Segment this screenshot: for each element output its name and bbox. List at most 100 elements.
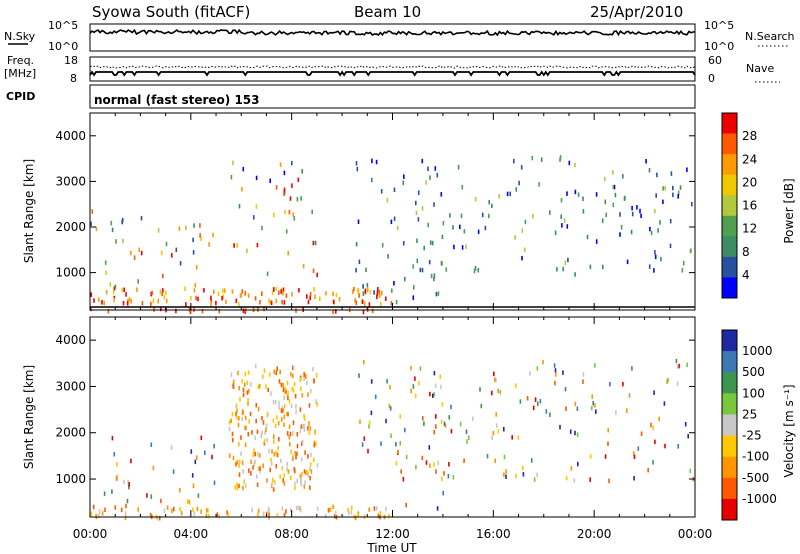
time-tick-label: 00:00: [73, 527, 108, 541]
power-cell: [269, 300, 271, 305]
power-cell: [677, 190, 680, 196]
power-cell: [513, 158, 515, 164]
velocity-cell: [300, 476, 303, 481]
velocity-cell: [273, 452, 276, 457]
power-cell: [662, 199, 664, 205]
velocity-cell: [291, 431, 294, 436]
velocity-cell: [240, 435, 242, 440]
velocity-cell: [95, 513, 97, 519]
velocity-cell: [452, 475, 455, 480]
power-colorbar-tick: 28: [742, 129, 757, 143]
power-cell: [353, 287, 355, 292]
power-cell: [90, 221, 92, 226]
velocity-cell: [491, 390, 493, 396]
power-cell: [362, 291, 365, 296]
velocity-cell: [686, 362, 688, 367]
power-cell: [253, 215, 255, 220]
velocity-cell: [637, 446, 640, 451]
power-cell: [563, 218, 566, 223]
velocity-cell: [310, 388, 312, 394]
velocity-cell: [496, 423, 498, 428]
velocity-cell: [428, 445, 431, 450]
velocity-cell: [439, 374, 442, 379]
velocity-cell: [242, 387, 245, 393]
velocity-cell: [156, 515, 159, 521]
power-cell: [393, 187, 396, 192]
power-cell: [440, 192, 443, 197]
velocity-cell: [292, 373, 294, 379]
velocity-cell: [238, 483, 240, 489]
velocity-cell: [244, 442, 247, 447]
power-cell: [613, 184, 616, 190]
power-cell: [319, 296, 321, 301]
velocity-cell: [257, 406, 260, 412]
power-cell: [193, 288, 196, 293]
power-cell: [325, 291, 327, 296]
velocity-cell: [268, 514, 270, 519]
power-cell: [280, 289, 282, 294]
velocity-cell: [286, 431, 289, 436]
velocity-cell: [200, 435, 203, 441]
velocity-cell: [172, 469, 175, 474]
cpid-text: normal (fast stereo) 153: [94, 93, 260, 107]
time-tick-label: 08:00: [274, 527, 309, 541]
power-cell: [376, 291, 379, 296]
nave-tick-top: 60: [708, 54, 722, 67]
velocity-cell: [279, 474, 281, 479]
power-cell: [233, 243, 235, 248]
power-cell: [210, 295, 212, 301]
velocity-colorbar-swatch: [722, 456, 737, 479]
velocity-cell: [252, 465, 254, 470]
velocity-cell: [277, 421, 280, 426]
power-cell: [612, 202, 615, 208]
power-x-ticks: [89, 113, 696, 310]
velocity-cell: [308, 430, 311, 436]
velocity-cell: [503, 472, 505, 477]
velocity-cell: [389, 406, 392, 411]
velocity-cell: [564, 386, 567, 392]
velocity-cell: [254, 459, 256, 464]
power-cell: [110, 220, 113, 226]
velocity-cell: [576, 406, 579, 411]
velocity-cell: [292, 456, 294, 462]
power-cell: [192, 250, 195, 255]
power-cell: [427, 166, 429, 172]
velocity-cell: [207, 508, 209, 513]
velocity-cell: [268, 448, 270, 454]
velocity-cell: [231, 431, 234, 437]
velocity-cell: [399, 441, 402, 446]
velocity-cell: [251, 507, 253, 513]
velocity-cell: [652, 460, 654, 465]
power-cell: [268, 298, 270, 304]
power-cell: [391, 288, 393, 293]
time-tick-label: 12:00: [375, 527, 410, 541]
velocity-cell: [266, 478, 268, 483]
velocity-cell: [307, 392, 309, 397]
power-cell: [412, 295, 415, 300]
velocity-cell: [347, 507, 349, 513]
velocity-cell: [304, 480, 306, 485]
velocity-cell: [628, 393, 631, 398]
power-cell: [659, 220, 661, 225]
velocity-cell: [242, 469, 244, 474]
velocity-cell: [241, 416, 243, 422]
velocity-cell: [246, 390, 249, 395]
power-cell: [445, 267, 448, 272]
power-colorbar-swatch: [722, 133, 737, 155]
power-cell: [358, 259, 361, 265]
velocity-cell: [604, 454, 607, 459]
velocity-cell: [309, 475, 311, 481]
power-cell: [429, 175, 431, 180]
power-cell: [195, 265, 198, 270]
power-cell: [390, 219, 393, 225]
velocity-cell: [471, 416, 474, 421]
velocity-cell: [116, 462, 118, 467]
power-cell: [356, 166, 359, 172]
velocity-cell: [653, 390, 655, 395]
velocity-cell: [325, 513, 327, 519]
power-colorbar-label: Power [dB]: [782, 178, 796, 243]
velocity-cell: [414, 393, 417, 399]
velocity-cell: [303, 372, 305, 377]
power-cell: [433, 276, 435, 282]
nsky-panel-frame: [89, 23, 696, 52]
